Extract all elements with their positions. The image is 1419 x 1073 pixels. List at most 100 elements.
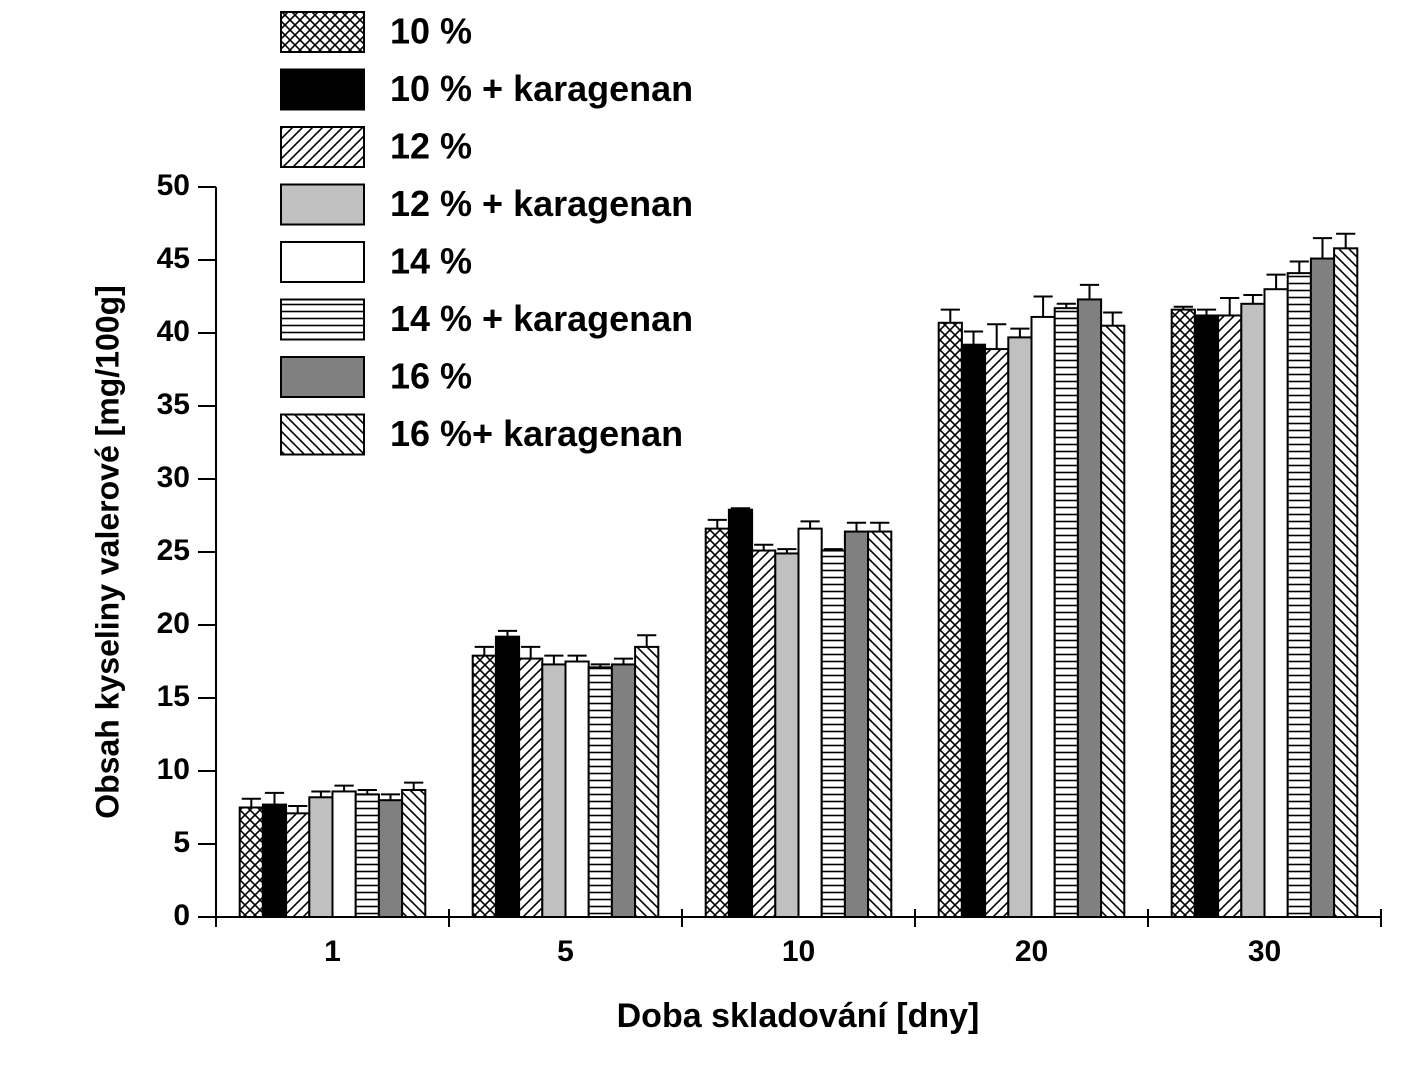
error-bar [288,805,308,814]
error-bar [1079,283,1100,300]
y-tick-label: 15 [157,680,190,713]
bar [261,803,288,919]
bar [401,788,427,918]
bar [727,508,754,918]
error-bar [637,634,657,647]
bar [774,552,800,919]
legend-label: 12 % + karagenan [390,183,693,224]
bar [1076,298,1103,919]
legend-swatch [280,413,365,456]
legend-swatch [280,11,365,53]
y-tick-label: 45 [157,242,190,275]
bar [1170,308,1196,918]
legend-label: 14 % + karagenan [390,298,693,339]
bar [1217,314,1243,919]
legend-swatch [280,183,365,226]
bar [331,790,357,918]
bar [751,549,777,918]
error-bar [544,654,564,665]
legend-swatch [280,298,365,341]
error-bar [404,781,424,790]
legend-label: 12 % [390,126,472,167]
y-tick-label: 30 [157,461,190,494]
error-bar [1266,273,1286,290]
error-bar [1289,260,1309,274]
y-tick-label: 20 [157,607,190,640]
bar [1333,247,1359,918]
x-tick-label: 20 [1015,935,1048,968]
error-bar [474,645,494,656]
bar [1286,272,1312,918]
legend-label: 10 % [390,11,472,52]
bar [1263,288,1289,918]
error-bar [940,308,960,323]
bar [471,654,497,918]
y-tick-label: 35 [157,388,190,421]
y-tick-label: 25 [157,534,190,567]
bar [634,645,660,919]
x-tick-label: 5 [557,935,574,968]
legend-swatch [280,356,365,398]
bar [308,796,334,919]
legend-swatch [280,126,365,168]
bar [984,348,1010,918]
error-bar [963,330,984,345]
bar [820,549,846,918]
y-tick-label: 10 [157,753,190,786]
error-bar [1336,232,1356,249]
y-axis-label: Obsah kyseliny valerové [mg/100g] [89,285,125,819]
legend-swatch [280,68,365,111]
error-bar [1033,295,1053,317]
error-bar [987,323,1007,350]
bar [960,343,987,918]
bar [285,812,311,919]
bar [587,666,613,919]
error-bar [1220,296,1240,316]
bar [1007,336,1033,918]
bar [797,527,823,918]
bar [1309,257,1336,919]
legend-label: 16 % [390,356,472,397]
bar [564,660,590,918]
bar [518,657,544,919]
bar [541,663,567,918]
error-bar [1103,311,1123,326]
bar [937,321,963,918]
error-bar [521,645,541,659]
bar [704,527,730,918]
y-tick-label: 40 [157,315,190,348]
bar [494,635,521,918]
bar [1240,302,1266,918]
x-tick-label: 10 [782,935,815,968]
error-bar [241,797,261,808]
legend-label: 16 %+ karagenan [390,413,683,454]
error-bar [1243,294,1263,304]
error-bar [707,518,727,529]
bar [610,663,637,918]
bar [867,530,893,918]
bar [1053,307,1079,918]
y-tick-label: 50 [157,169,190,202]
legend-label: 14 % [390,241,472,282]
legend-swatch [280,241,365,283]
error-bar [800,520,820,529]
y-tick-label: 0 [173,899,190,932]
legend-label: 10 % + karagenan [390,68,693,109]
bar [843,530,870,918]
error-bar [264,791,285,805]
x-axis-label: Doba skladování [dny] [617,997,980,1035]
bar [1193,314,1220,919]
y-tick-label: 5 [173,826,190,859]
x-tick-label: 30 [1248,935,1281,968]
bar [1100,324,1126,918]
bar [1030,315,1056,918]
error-bar [870,521,890,532]
bar [238,806,264,918]
bar [354,793,380,918]
x-tick-label: 1 [324,935,341,968]
error-bar [1010,327,1030,338]
error-bar [846,521,867,532]
bar [377,799,404,919]
error-bar [1312,237,1333,259]
